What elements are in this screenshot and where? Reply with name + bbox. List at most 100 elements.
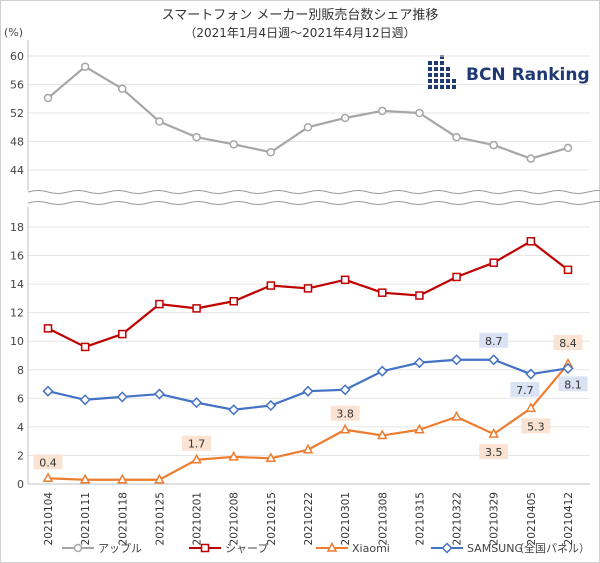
axis-break-line-top <box>27 190 600 194</box>
x-tick-label: 20210118 <box>117 492 129 545</box>
logo-cell <box>440 67 444 71</box>
data-point <box>80 342 90 352</box>
unit-label: (%) <box>4 26 23 39</box>
logo-cell <box>428 61 432 65</box>
data-label-bg <box>479 444 509 460</box>
data-point <box>265 399 277 412</box>
legend-item-アップル: アップル <box>62 542 142 555</box>
axis-break-line-bottom <box>27 201 600 205</box>
legend-item-Xiaomi: Xiaomi <box>316 541 390 555</box>
logo-cell <box>446 79 450 83</box>
data-point <box>303 284 313 293</box>
data-point <box>265 452 277 463</box>
logo-cell <box>440 79 444 83</box>
y-tick-upper: 52 <box>10 107 24 120</box>
logo-cell <box>428 73 432 77</box>
data-label-bg <box>510 382 540 398</box>
data-point <box>377 429 388 440</box>
panel-note: （全国パネル） <box>513 541 590 555</box>
data-label: 8.7 <box>479 332 509 348</box>
logo-cell <box>440 73 444 77</box>
data-point <box>452 132 461 142</box>
y-tick-lower: 16 <box>10 250 24 263</box>
data-point <box>414 423 425 434</box>
chart-title: スマートフォン メーカー別販売台数シェア推移 <box>162 7 439 23</box>
bcn-logo-text: BCN Ranking <box>466 65 590 85</box>
data-point <box>43 93 53 103</box>
bcn-logo-icon <box>428 55 456 89</box>
logo-cell <box>428 85 432 89</box>
y-tick-lower: 2 <box>17 449 24 462</box>
data-point <box>116 391 128 403</box>
data-label-bg <box>330 405 360 421</box>
data-point <box>192 132 201 142</box>
data-point <box>43 324 53 333</box>
x-tick-label: 20210322 <box>452 492 464 545</box>
data-label-text: 0.4 <box>39 456 57 469</box>
x-tick-label: 20210111 <box>80 492 92 545</box>
data-point <box>441 542 453 554</box>
data-point <box>117 473 128 484</box>
series-アップル <box>43 62 573 163</box>
data-point <box>228 450 239 461</box>
series-line <box>47 363 569 481</box>
series-Xiaomi <box>42 357 574 484</box>
data-point <box>266 147 276 157</box>
series-SAMSUNG <box>42 354 574 416</box>
data-label-bg <box>558 376 588 392</box>
legend-item-SAMSUNG: SAMSUNG <box>431 542 523 555</box>
data-point <box>155 117 164 126</box>
bcn-logo: BCN Ranking <box>428 55 590 89</box>
data-point <box>302 385 314 397</box>
data-point <box>42 385 54 397</box>
data-point <box>118 84 127 94</box>
y-tick-lower: 6 <box>17 392 24 405</box>
data-point <box>488 427 499 438</box>
data-point <box>229 296 238 306</box>
x-tick-label: 20210222 <box>303 492 315 545</box>
logo-cell <box>452 85 456 89</box>
data-point <box>155 299 164 309</box>
data-label-bg <box>182 435 212 451</box>
logo-cell <box>428 79 432 83</box>
data-point <box>302 443 314 454</box>
data-label: 1.7 <box>182 435 212 451</box>
x-tick-label: 20210215 <box>266 492 278 545</box>
data-point <box>229 140 238 149</box>
data-label-bg <box>479 332 509 348</box>
data-point <box>153 388 165 400</box>
data-point <box>340 113 350 123</box>
x-tick-label: 20210315 <box>414 492 426 545</box>
data-point <box>118 329 127 339</box>
x-tick-label: 20210208 <box>229 492 241 545</box>
axis-break <box>2 190 600 205</box>
data-point <box>563 265 573 275</box>
y-tick-lower: 14 <box>10 278 24 291</box>
data-label-bg <box>553 335 583 351</box>
y-tick-upper: 60 <box>10 50 24 63</box>
logo-cell <box>434 73 438 77</box>
y-tick-lower: 12 <box>10 307 24 320</box>
data-point <box>526 237 536 246</box>
data-point <box>191 453 202 464</box>
data-point <box>42 472 54 483</box>
data-point <box>562 362 574 374</box>
data-point <box>413 357 425 369</box>
data-label-text: 5.3 <box>527 420 545 433</box>
data-point <box>192 304 201 313</box>
data-point <box>451 354 463 366</box>
logo-cell <box>440 61 444 65</box>
data-label-text: 1.7 <box>188 438 206 451</box>
data-label: 8.4 <box>553 335 583 351</box>
x-tick-label: 20210104 <box>43 492 55 546</box>
data-point <box>378 106 387 116</box>
data-point <box>488 354 500 366</box>
x-tick-label: 20210308 <box>377 492 389 545</box>
data-label-bg <box>521 418 551 434</box>
y-tick-lower: 0 <box>17 478 24 491</box>
data-point <box>525 402 537 413</box>
logo-cell <box>434 67 438 71</box>
data-point <box>451 410 462 421</box>
x-tick-label: 20210329 <box>489 492 501 545</box>
data-point <box>80 62 90 71</box>
